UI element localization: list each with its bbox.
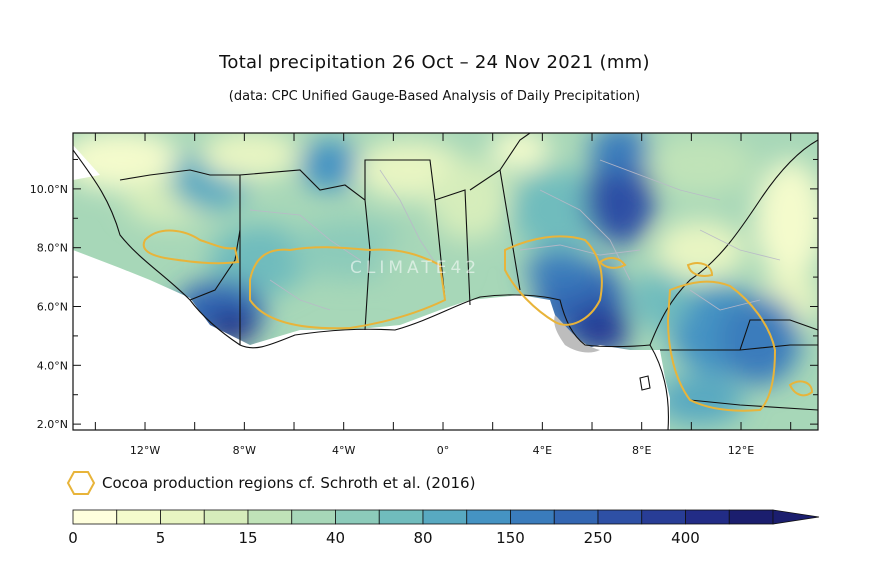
- map-subtitle: (data: CPC Unified Gauge-Based Analysis …: [228, 89, 641, 104]
- precipitation-map: 10.0°N 8.0°N 6.0°N 4.0°N 2.0°N 12°W 8°W 4°W 0° 4°…: [30, 132, 819, 457]
- cocoa-legend-label: Cocoa production regions cf. Schroth et …: [102, 474, 476, 492]
- colorbar-label: 40: [326, 529, 345, 547]
- colorbar: 0 5 15 40 80 150 250 400: [68, 509, 820, 547]
- y-tick-label: 8.0°N: [37, 242, 68, 255]
- colorbar-swatch: [203, 509, 249, 525]
- x-tick-label: 4°E: [533, 444, 552, 457]
- colorbar-swatch: [466, 509, 511, 525]
- x-tick-label: 12°E: [728, 444, 754, 457]
- ocean-mask: [73, 250, 670, 430]
- colorbar-label: 250: [584, 529, 613, 547]
- colorbar-swatch: [291, 509, 336, 525]
- colorbar-swatch: [685, 509, 730, 525]
- colorbar-label: 15: [238, 529, 257, 547]
- colorbar-swatch: [72, 509, 118, 525]
- colorbar-swatch: [422, 509, 468, 525]
- colorbar-label: 0: [68, 529, 78, 547]
- colorbar-swatch: [641, 509, 686, 525]
- colorbar-swatch: [510, 509, 555, 525]
- colorbar-extend-arrow: [772, 509, 820, 525]
- watermark: CLIMATE42: [350, 258, 481, 278]
- colorbar-swatch: [116, 509, 161, 525]
- y-tick-label: 10.0°N: [30, 183, 68, 196]
- colorbar-swatch: [597, 509, 643, 525]
- precipitation-field: [73, 133, 818, 425]
- y-tick-label: 2.0°N: [37, 418, 68, 431]
- x-tick-label: 4°W: [332, 444, 355, 457]
- cocoa-legend-icon: [66, 471, 96, 495]
- map-title: Total precipitation 26 Oct – 24 Nov 2021…: [219, 52, 650, 73]
- colorbar-swatch: [728, 509, 774, 525]
- colorbar-label: 150: [496, 529, 525, 547]
- y-tick-label: 6.0°N: [37, 300, 68, 313]
- colorbar-swatch: [378, 509, 424, 525]
- x-tick-label: 8°W: [233, 444, 256, 457]
- y-tick-label: 4.0°N: [37, 359, 68, 372]
- x-tick-label: 8°E: [632, 444, 651, 457]
- cocoa-regions: [142, 229, 814, 412]
- x-tick-label: 0°: [437, 444, 450, 457]
- colorbar-swatch: [335, 509, 380, 525]
- colorbar-label: 5: [156, 529, 166, 547]
- colorbar-swatch: [553, 509, 599, 525]
- colorbar-swatch: [160, 509, 205, 525]
- cocoa-legend: Cocoa production regions cf. Schroth et …: [66, 470, 475, 496]
- x-tick-label: 12°W: [130, 444, 160, 457]
- colorbar-swatch: [247, 509, 293, 525]
- colorbar-label: 80: [413, 529, 432, 547]
- colorbar-label: 400: [671, 529, 700, 547]
